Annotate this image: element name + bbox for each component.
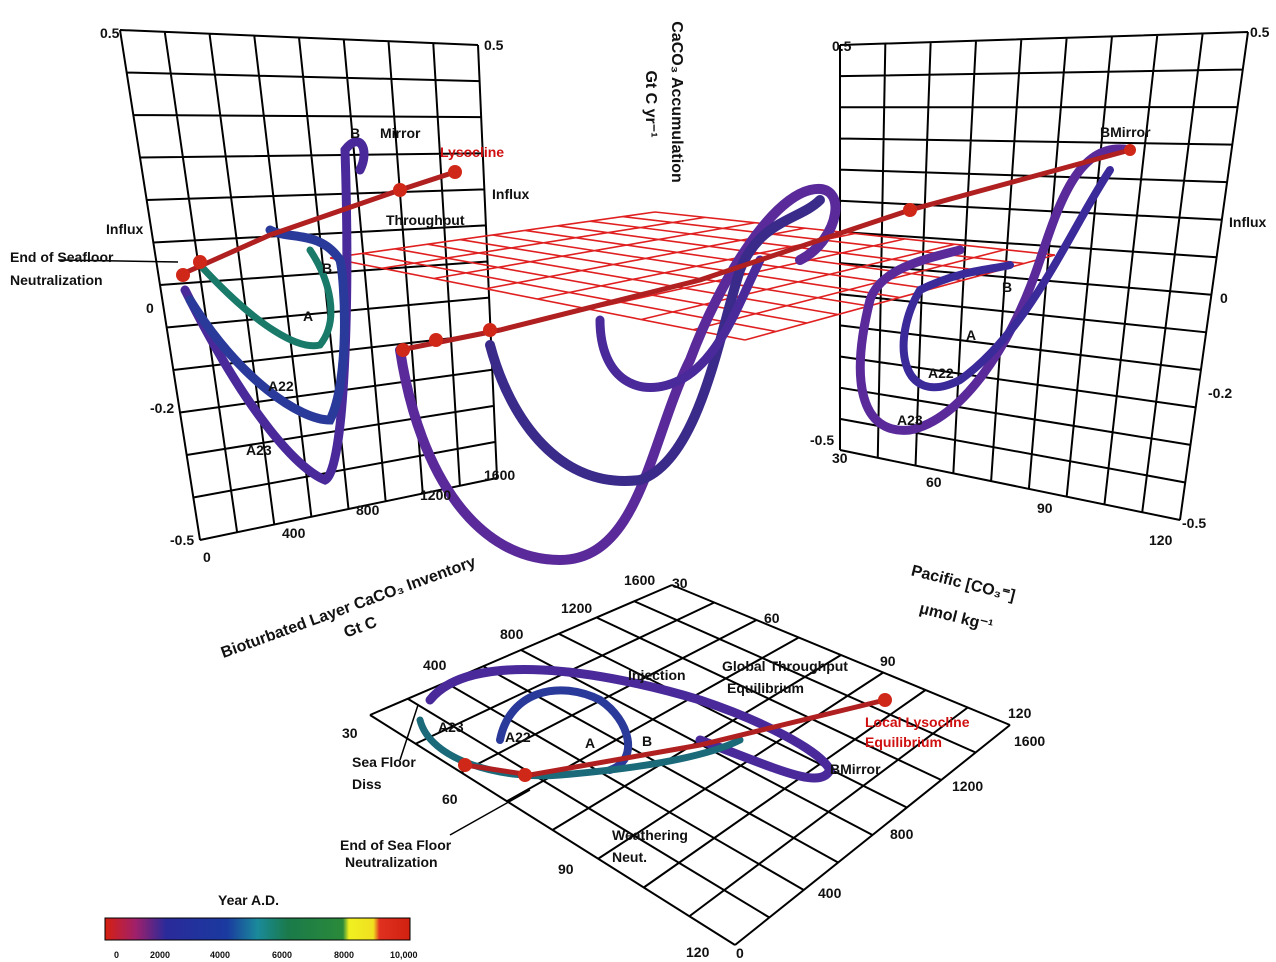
- label: A22: [505, 729, 531, 745]
- color-bar: [104, 917, 411, 941]
- tick-label: 1200: [420, 487, 451, 503]
- label: Neutralization: [10, 272, 103, 288]
- tick-label: 0.5: [484, 37, 504, 53]
- label: A23: [246, 442, 272, 458]
- label: Global Throughput: [722, 658, 848, 674]
- label: Local Lysocline: [865, 714, 970, 730]
- label: B: [1002, 279, 1012, 295]
- tick-label: 60: [926, 474, 942, 490]
- label: B: [642, 733, 652, 749]
- grid: [119, 29, 498, 541]
- label: A23: [438, 719, 464, 735]
- tick-label: 800: [356, 502, 380, 518]
- label: BMirror: [1100, 124, 1151, 140]
- tick-label: 30: [342, 725, 358, 741]
- tick-label: 0: [146, 300, 154, 316]
- label: B: [350, 125, 360, 141]
- legend-tick: 6000: [272, 950, 292, 960]
- tick-label: 800: [500, 626, 524, 642]
- tick-label: 400: [818, 885, 842, 901]
- tick-label: 30: [672, 575, 688, 591]
- label: Influx: [1229, 214, 1267, 230]
- label: A22: [928, 365, 954, 381]
- tick-label: 400: [282, 525, 306, 541]
- tick-label: 0: [1220, 290, 1228, 306]
- label: BMirror: [830, 761, 881, 777]
- tick-label: -0.5: [170, 532, 194, 548]
- label: Neut.: [612, 849, 647, 865]
- axis-title: Gt C yr⁻¹: [642, 70, 659, 137]
- tick-label: 90: [1037, 500, 1053, 516]
- tick-label: 0: [736, 945, 744, 961]
- tick-label: -0.2: [1208, 385, 1232, 401]
- label: A: [966, 327, 976, 343]
- label: A22: [268, 378, 294, 394]
- label: Injection: [628, 667, 686, 683]
- label: A23: [897, 412, 923, 428]
- tick-label: 120: [686, 944, 710, 960]
- tick-label: 30: [832, 450, 848, 466]
- label: Throughput: [386, 212, 465, 228]
- tick-label: 400: [423, 657, 447, 673]
- tick-label: -0.5: [1182, 515, 1206, 531]
- label: End of Sea Floor: [340, 837, 452, 853]
- tick-label: 1200: [952, 778, 983, 794]
- tick-label: 90: [558, 861, 574, 877]
- legend-tick: 4000: [210, 950, 230, 960]
- axis-title: Pacific [CO₃⁼]: [909, 563, 1016, 605]
- tick-label: 0.5: [832, 38, 852, 54]
- label: B: [322, 260, 332, 276]
- label: A: [585, 735, 595, 751]
- axis-title: μmol kg⁻¹: [918, 600, 995, 635]
- label: Influx: [106, 221, 144, 237]
- tick-label: 120: [1149, 532, 1173, 548]
- tick-label: 1200: [561, 600, 592, 616]
- tick-label: 1600: [624, 572, 655, 588]
- tick-label: 60: [442, 791, 458, 807]
- tick-label: -0.2: [150, 400, 174, 416]
- tick-label: 1600: [1014, 733, 1045, 749]
- legend-title: Year A.D.: [218, 892, 279, 908]
- legend-tick: 8000: [334, 950, 354, 960]
- label: Equilibrium: [727, 680, 804, 696]
- tick-label: 90: [880, 653, 896, 669]
- tick-label: 0: [203, 549, 211, 565]
- label: Sea Floor: [352, 754, 416, 770]
- label: Weathering: [612, 827, 688, 843]
- label: Influx: [492, 186, 530, 202]
- tick-label: 120: [1008, 705, 1032, 721]
- tick-label: 0.5: [1250, 24, 1270, 40]
- tick-label: 1600: [484, 467, 515, 483]
- curves: [59, 137, 1136, 836]
- tick-label: -0.5: [810, 432, 834, 448]
- label: Mirror: [380, 125, 421, 141]
- tick-label: 0.5: [100, 25, 120, 41]
- legend-tick: 10,000: [390, 950, 418, 960]
- axis-title: CaCO₃ Accumulation: [668, 21, 685, 183]
- label: Diss: [352, 776, 382, 792]
- grid: [329, 211, 1056, 341]
- tick-label: 60: [764, 610, 780, 626]
- legend-tick: 2000: [150, 950, 170, 960]
- label: A: [303, 308, 313, 324]
- axis-title: Gt C: [342, 614, 380, 642]
- label: Neutralization: [345, 854, 438, 870]
- axis-title: Bioturbated Layer CaCO₃ Inventory: [219, 554, 478, 662]
- label: Equilibrium: [865, 734, 942, 750]
- tick-label: 800: [890, 826, 914, 842]
- label: Lysocline: [440, 144, 504, 160]
- legend-tick: 0: [114, 950, 119, 960]
- label: End of Seafloor: [10, 249, 114, 265]
